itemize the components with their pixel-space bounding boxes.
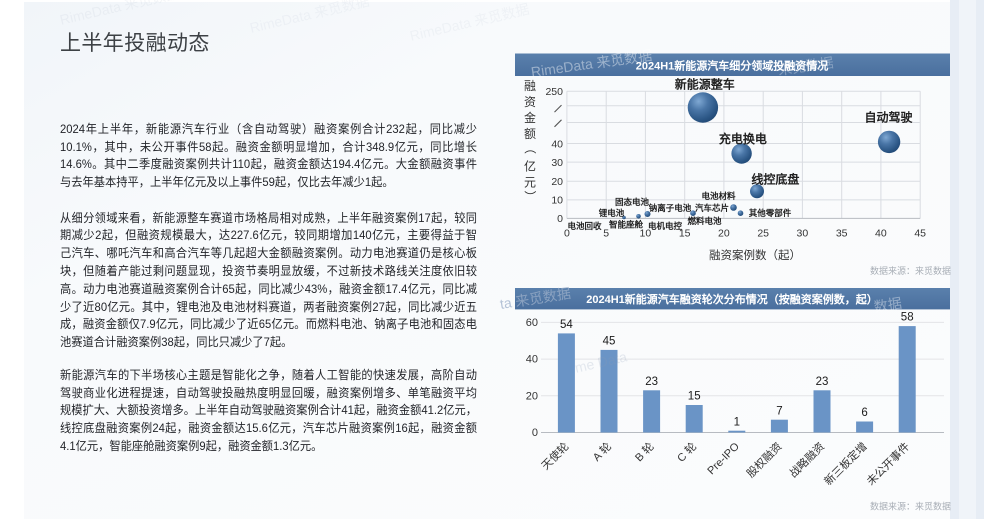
svg-text:5: 5 — [603, 228, 609, 240]
svg-text:额: 额 — [524, 127, 536, 141]
svg-text:58: 58 — [901, 312, 914, 324]
svg-text:2024H1新能源汽车融资轮次分布情况（按融资案例数，起）: 2024H1新能源汽车融资轮次分布情况（按融资案例数，起） — [586, 292, 878, 306]
svg-text:战略融资: 战略融资 — [786, 439, 827, 480]
svg-text:元: 元 — [524, 176, 536, 190]
svg-text:融资案例数（起）: 融资案例数（起） — [709, 248, 801, 262]
svg-text:60: 60 — [526, 317, 538, 329]
svg-text:锂电池: 锂电池 — [599, 208, 625, 218]
svg-text:23: 23 — [816, 376, 829, 388]
svg-text:自动驾驶: 自动驾驶 — [864, 110, 912, 125]
svg-text:54: 54 — [560, 319, 573, 331]
svg-text:新能源整车: 新能源整车 — [675, 77, 735, 92]
svg-text:23: 23 — [645, 376, 658, 388]
svg-text:股权融资: 股权融资 — [744, 440, 784, 480]
svg-text:45: 45 — [603, 336, 616, 348]
svg-text:燃料电池: 燃料电池 — [687, 216, 722, 226]
svg-text:线控底盘: 线控底盘 — [751, 172, 799, 187]
svg-text:40: 40 — [875, 228, 887, 240]
svg-text:新三板定增: 新三板定增 — [821, 439, 870, 488]
svg-text:1: 1 — [734, 416, 740, 428]
svg-text:汽车芯片: 汽车芯片 — [695, 203, 729, 213]
svg-text:其他零部件: 其他零部件 — [749, 208, 792, 218]
svg-text:2024H1新能源汽车细分领域投融资情况: 2024H1新能源汽车细分领域投融资情况 — [636, 59, 829, 73]
svg-text:15: 15 — [679, 228, 691, 240]
svg-text:电机电控: 电机电控 — [648, 221, 683, 231]
svg-text:未公开事件: 未公开事件 — [864, 440, 912, 488]
svg-text:天使轮: 天使轮 — [538, 439, 571, 472]
svg-text:智能座舱: 智能座舱 — [608, 220, 644, 230]
svg-text:30: 30 — [551, 157, 563, 169]
svg-text:25: 25 — [757, 228, 769, 240]
svg-text:45: 45 — [914, 228, 926, 240]
svg-text:0: 0 — [557, 213, 563, 225]
svg-text:充电换电: 充电换电 — [719, 131, 767, 146]
svg-text:数据来源：来觅数据: 数据来源：来觅数据 — [870, 501, 951, 512]
svg-text:35: 35 — [836, 228, 848, 240]
svg-text:40: 40 — [551, 138, 563, 150]
svg-text:（: （ — [523, 142, 537, 154]
svg-text:电池材料: 电池材料 — [701, 191, 736, 201]
svg-text:6: 6 — [861, 407, 867, 419]
svg-text:钠离子电池: 钠离子电池 — [649, 203, 692, 213]
svg-text:0: 0 — [532, 427, 538, 439]
svg-text:电池回收: 电池回收 — [567, 221, 602, 231]
svg-text:15: 15 — [688, 391, 701, 403]
svg-text:20: 20 — [718, 228, 730, 240]
svg-text:A 轮: A 轮 — [590, 439, 615, 464]
svg-text:Pre-IPO: Pre-IPO — [705, 440, 742, 477]
svg-text:）: ） — [523, 190, 537, 202]
svg-text:资: 资 — [524, 95, 536, 109]
svg-text:7: 7 — [776, 405, 782, 417]
svg-text:40: 40 — [526, 354, 538, 366]
svg-text:250: 250 — [545, 86, 563, 98]
svg-text:亿: 亿 — [524, 159, 536, 174]
svg-text:10: 10 — [640, 228, 652, 240]
svg-text:金: 金 — [524, 110, 536, 125]
svg-text:10: 10 — [551, 195, 563, 207]
svg-text:C 轮: C 轮 — [674, 439, 699, 464]
svg-text:融: 融 — [524, 79, 536, 93]
svg-text:数据来源：来觅数据: 数据来源：来觅数据 — [870, 265, 951, 276]
svg-text:20: 20 — [526, 390, 538, 402]
svg-text:固态电池: 固态电池 — [615, 197, 650, 207]
svg-text:30: 30 — [797, 228, 809, 240]
svg-text:20: 20 — [551, 176, 563, 188]
svg-text:B 轮: B 轮 — [632, 439, 657, 464]
svg-text:0: 0 — [564, 228, 570, 240]
